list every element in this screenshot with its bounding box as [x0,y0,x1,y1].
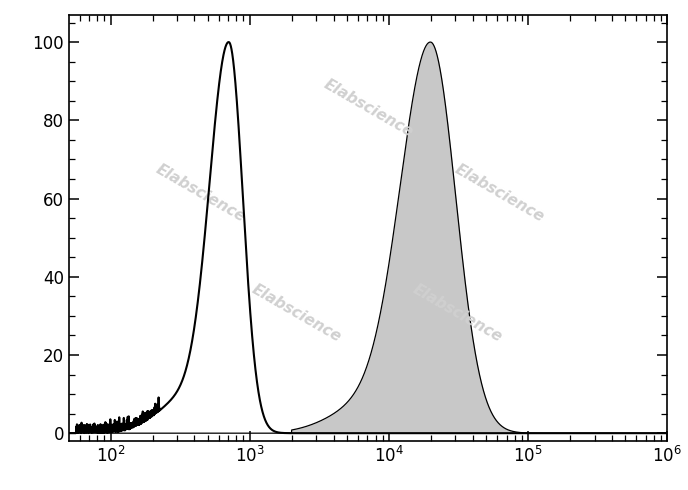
Text: Elabscience: Elabscience [249,281,343,345]
Text: Elabscience: Elabscience [453,162,547,225]
Text: Elabscience: Elabscience [153,162,248,225]
Text: Elabscience: Elabscience [411,281,505,345]
Text: Elabscience: Elabscience [321,77,416,140]
